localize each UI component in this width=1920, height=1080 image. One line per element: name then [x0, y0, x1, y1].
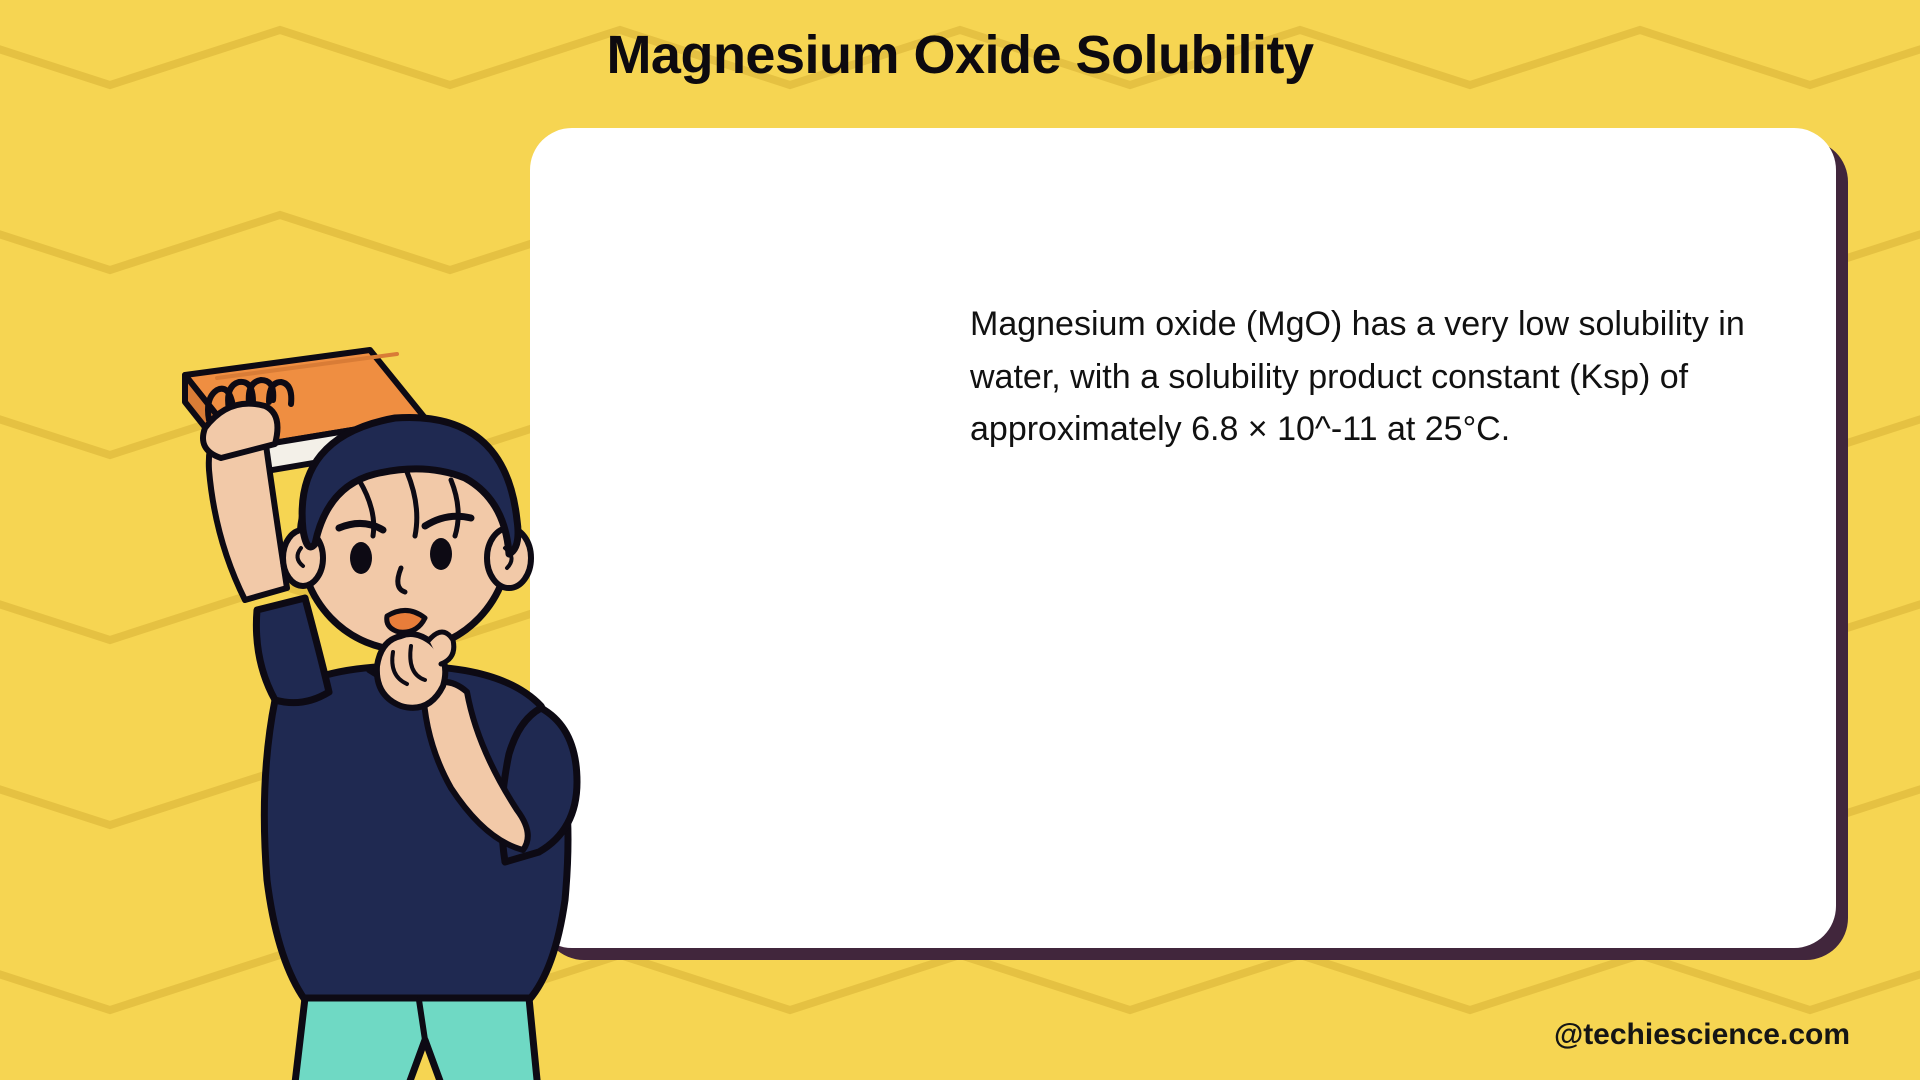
- slide-container: Magnesium Oxide Solubility Magnesium oxi…: [0, 0, 1920, 1080]
- body-text: Magnesium oxide (MgO) has a very low sol…: [970, 298, 1756, 456]
- character-illustration: [125, 340, 645, 1080]
- content-card: Magnesium oxide (MgO) has a very low sol…: [530, 128, 1836, 948]
- attribution: @techiescience.com: [1554, 1018, 1850, 1052]
- page-title: Magnesium Oxide Solubility: [0, 24, 1920, 86]
